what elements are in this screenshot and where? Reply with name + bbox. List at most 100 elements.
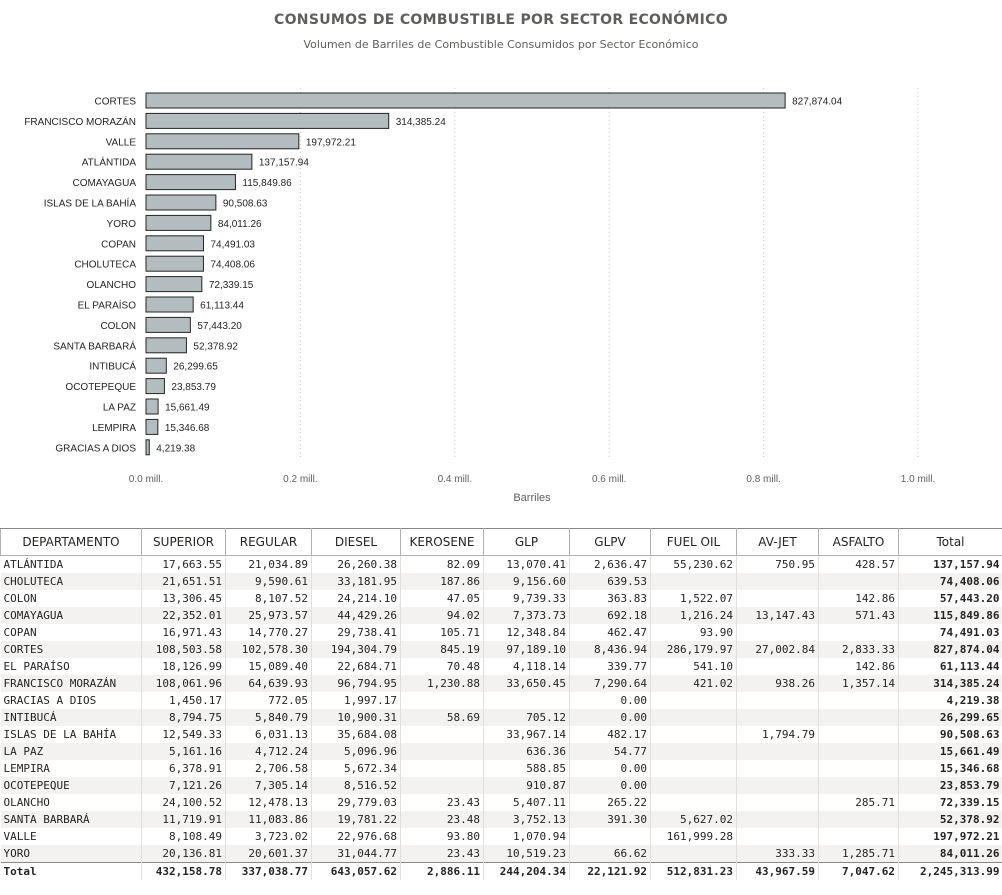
data-label: 197,972.21 xyxy=(306,137,356,148)
value-cell: 14,770.27 xyxy=(225,624,312,641)
value-cell: 26,260.38 xyxy=(311,555,401,573)
fuel-consumption-table: DEPARTAMENTO SUPERIOR REGULAR DIESEL KEROSEN… xyxy=(0,528,1002,880)
value-cell: 588.85 xyxy=(483,760,570,777)
value-cell: 17,663.55 xyxy=(141,555,226,573)
column-header[interactable]: KEROSENE xyxy=(400,528,484,556)
value-cell: 421.02 xyxy=(650,675,737,692)
bar xyxy=(145,92,786,109)
table-row: OLANCHO 24,100.52 12,478.13 29,779.03 23.43 5… xyxy=(1,794,1002,811)
bar xyxy=(145,194,217,211)
value-cell: 750.95 xyxy=(736,555,819,573)
value-cell: 161,999.28 xyxy=(650,828,737,845)
value-cell: 363.83 xyxy=(569,590,651,607)
column-header[interactable]: GLP xyxy=(483,528,570,556)
value-cell xyxy=(569,828,651,845)
chart-subtitle: Volumen de Barriles de Combustible Consu… xyxy=(303,38,699,51)
bar xyxy=(145,316,191,333)
table-row: VALLE 8,108.49 3,723.02 22,976.68 93.80 1,070… xyxy=(1,828,1002,845)
table-row: COPAN 16,971.43 14,770.27 29,738.41 105.71 12… xyxy=(1,624,1002,641)
category-label: ISLAS DE LA BAHÍA xyxy=(44,197,137,210)
table-row: INTIBUCÁ 8,794.75 5,840.79 10,900.31 58.69 70… xyxy=(0,709,1002,726)
value-cell: 29,779.03 xyxy=(311,794,401,811)
value-cell: 197,972.21 xyxy=(898,828,1002,845)
data-label: 26,299.65 xyxy=(173,362,218,373)
value-cell: 25,973.57 xyxy=(225,607,312,624)
value-cell xyxy=(400,692,484,709)
value-cell xyxy=(650,794,737,811)
column-header[interactable]: GLPV xyxy=(569,528,651,556)
value-cell xyxy=(818,624,899,641)
bar xyxy=(145,398,159,415)
total-value-cell: 337,038.77 xyxy=(225,862,312,880)
value-cell: 20,136.81 xyxy=(141,845,226,863)
value-cell xyxy=(818,828,899,845)
value-cell xyxy=(736,777,819,794)
total-value-cell: 244,204.34 xyxy=(483,862,570,880)
column-header[interactable]: ASFALTO xyxy=(818,528,899,556)
total-value-cell: 643,057.62 xyxy=(311,862,401,880)
department-cell: OCOTEPEQUE xyxy=(0,777,142,794)
value-cell: 90,508.63 xyxy=(898,726,1002,743)
department-cell: OLANCHO xyxy=(3,796,50,809)
total-label-cell: Total xyxy=(0,862,142,880)
value-cell: 15,661.49 xyxy=(898,743,1002,760)
value-cell: 33,181.95 xyxy=(311,573,401,590)
value-cell xyxy=(736,828,819,845)
department-cell: GRACIAS A DIOS xyxy=(3,694,97,707)
data-label: 74,491.03 xyxy=(211,239,256,250)
value-cell: 33,967.14 xyxy=(483,726,570,743)
value-cell: 70.48 xyxy=(400,658,484,675)
value-cell: 55,230.62 xyxy=(650,555,737,573)
value-cell: 13,070.41 xyxy=(483,555,570,573)
value-cell: 115,849.86 xyxy=(898,607,1002,624)
column-header[interactable]: SUPERIOR xyxy=(141,528,226,556)
value-cell: 5,627.02 xyxy=(650,811,737,828)
value-cell: 8,108.49 xyxy=(141,828,226,845)
column-header[interactable]: AV-JET xyxy=(736,528,819,556)
column-header[interactable]: DIESEL xyxy=(311,528,401,556)
column-header[interactable]: FUEL OIL xyxy=(650,528,737,556)
value-cell xyxy=(736,692,819,709)
value-cell: 10,900.31 xyxy=(311,709,401,726)
value-cell xyxy=(818,709,899,726)
value-cell: 93.80 xyxy=(400,828,484,845)
value-cell: 187.86 xyxy=(400,573,484,590)
table-row: YORO 20,136.81 20,601.37 31,044.77 23.43 10,5… xyxy=(0,845,1002,863)
value-cell: 0.00 xyxy=(569,777,651,794)
department-cell: ISLAS DE LA BAHÍA xyxy=(3,728,117,741)
bar xyxy=(145,153,253,170)
total-value-cell: 43,967.59 xyxy=(736,862,819,880)
value-cell: 23,853.79 xyxy=(898,777,1002,794)
value-cell: 3,723.02 xyxy=(225,828,312,845)
column-header[interactable]: DEPARTAMENTO xyxy=(0,528,142,556)
value-cell xyxy=(736,794,819,811)
department-cell: FRANCISCO MORAZÁN xyxy=(0,675,142,692)
value-cell: 58.69 xyxy=(400,709,484,726)
value-cell: 108,503.58 xyxy=(141,641,226,658)
bar xyxy=(145,174,236,191)
x-axis-label: Barriles xyxy=(513,492,551,504)
value-cell: 66.62 xyxy=(569,845,651,863)
value-cell: 11,083.86 xyxy=(225,811,312,828)
value-cell xyxy=(483,692,570,709)
value-cell: 137,157.94 xyxy=(898,555,1002,573)
value-cell: 4,118.14 xyxy=(483,658,570,675)
data-label: 61,113.44 xyxy=(200,301,244,312)
value-cell: 3,752.13 xyxy=(483,811,570,828)
x-tick-label: 0.8 mill. xyxy=(746,474,780,485)
value-cell: 33,650.45 xyxy=(483,675,570,692)
value-cell: 4,712.24 xyxy=(225,743,312,760)
table-row: LA PAZ 5,161.16 4,712.24 5,096.96 636.36 54.7… xyxy=(0,743,1002,760)
value-cell: 57,443.20 xyxy=(898,590,1002,607)
column-header[interactable]: REGULAR xyxy=(225,528,312,556)
department-cell: INTIBUCÁ xyxy=(0,709,142,726)
table-row: CHOLUTECA 21,651.51 9,590.61 33,181.95 187.8… xyxy=(0,573,1002,590)
bar-chart: 0.0 mill. 0.2 mill. 0.4 mill. 0.6 mill. 0.8 … xyxy=(24,88,935,504)
value-cell: 5,161.16 xyxy=(141,743,226,760)
table-row: ISLAS DE LA BAHÍA 12,549.33 6,031.13 35,684… xyxy=(1,726,1002,743)
value-cell: 18,126.99 xyxy=(141,658,226,675)
bar xyxy=(145,133,300,150)
column-header[interactable]: Total xyxy=(898,528,1002,556)
value-cell xyxy=(736,573,819,590)
value-cell: 5,096.96 xyxy=(311,743,401,760)
